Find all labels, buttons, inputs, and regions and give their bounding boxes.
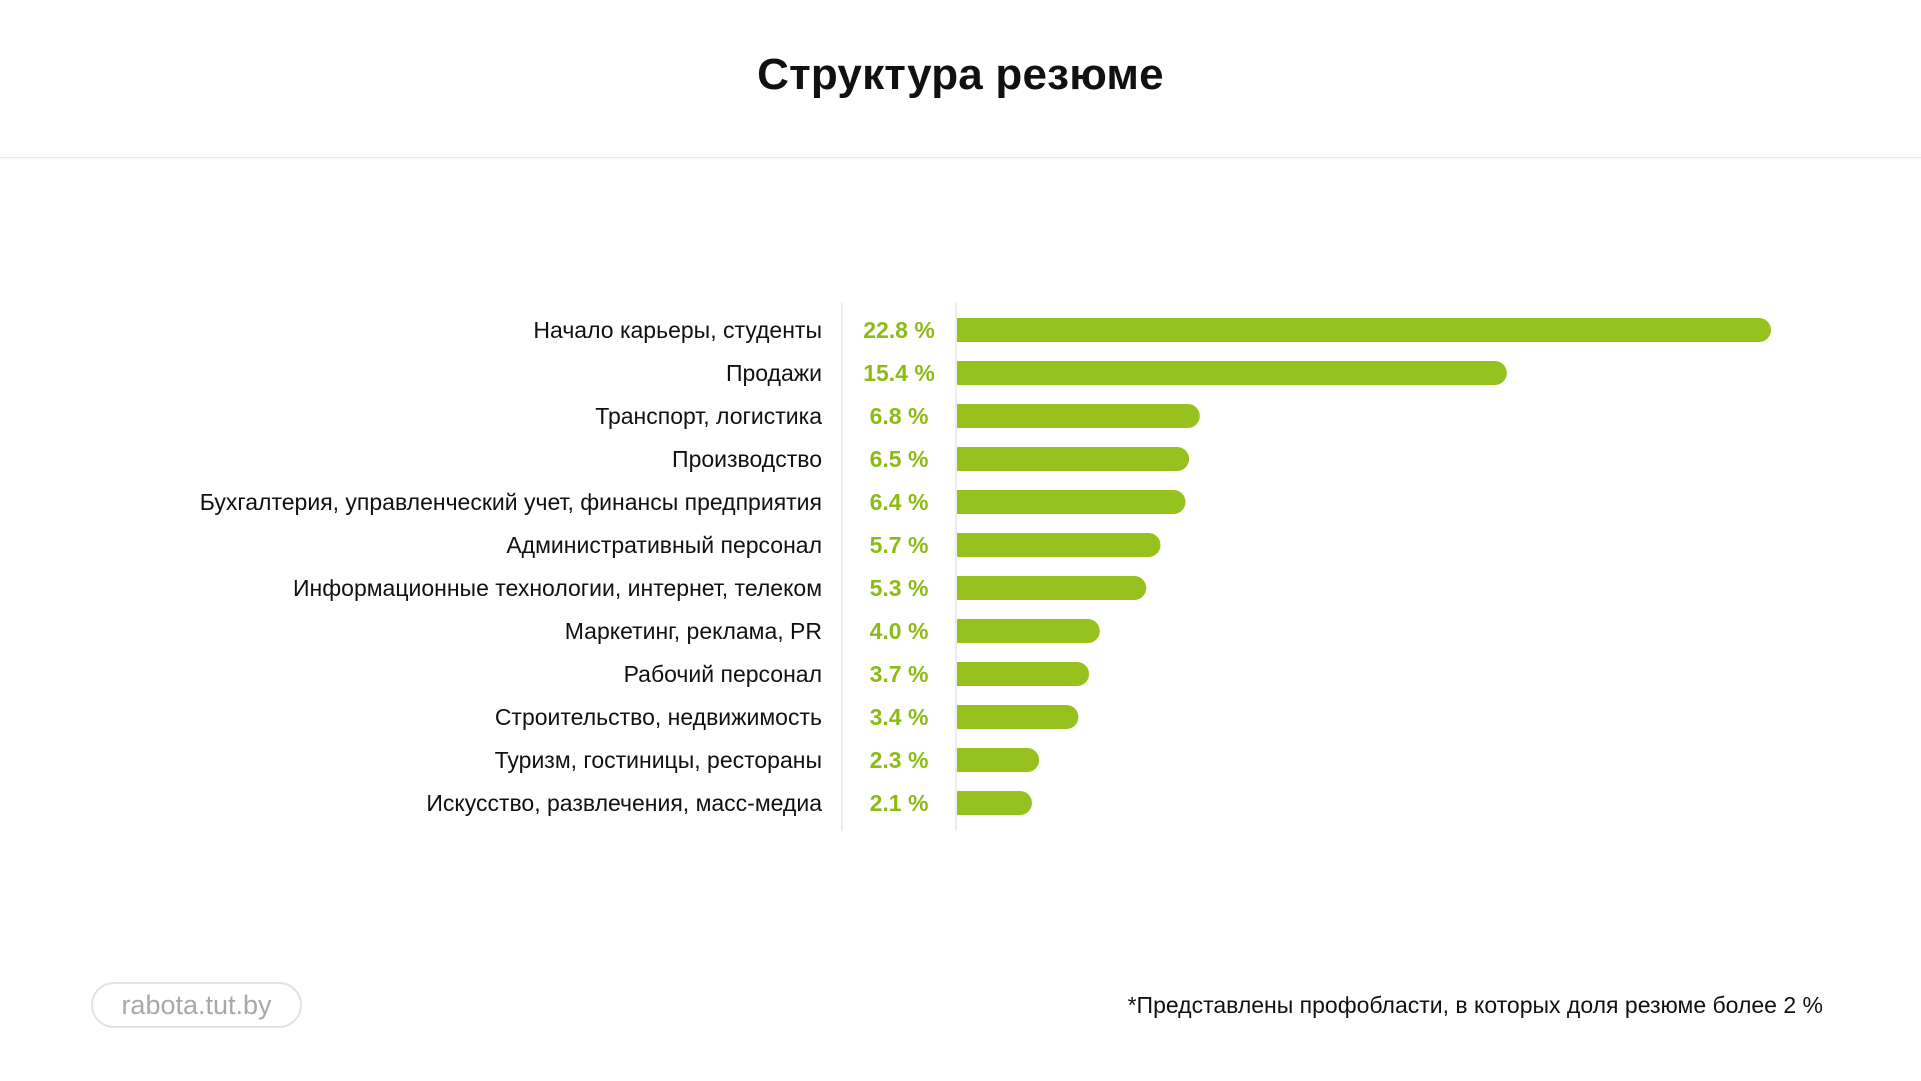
- bar: [957, 533, 1161, 557]
- value-label: 6.8 %: [870, 403, 929, 429]
- bar: [957, 361, 1507, 385]
- bar-left-cap: [957, 576, 981, 600]
- bar: [957, 576, 1147, 600]
- chart-title: Структура резюме: [757, 50, 1164, 99]
- bar-left-cap: [957, 619, 981, 643]
- category-label: Административный персонал: [506, 532, 822, 558]
- bar: [957, 404, 1200, 428]
- footnote: *Представлены профобласти, в которых дол…: [1127, 992, 1823, 1018]
- category-label: Рабочий персонал: [624, 661, 822, 687]
- bar: [957, 490, 1186, 514]
- value-label: 2.3 %: [870, 747, 929, 773]
- category-label: Информационные технологии, интернет, тел…: [293, 575, 822, 601]
- category-label: Маркетинг, реклама, PR: [565, 618, 822, 644]
- bar-left-cap: [957, 490, 981, 514]
- brand-logo-link[interactable]: rabota.tut.by: [91, 982, 302, 1028]
- value-label: 2.1 %: [870, 790, 929, 816]
- bar: [957, 705, 1079, 729]
- value-label: 4.0 %: [870, 618, 929, 644]
- value-label: 3.7 %: [870, 661, 929, 687]
- category-label: Продажи: [726, 360, 822, 386]
- category-label: Бухгалтерия, управленческий учет, финанс…: [200, 489, 822, 515]
- bar: [957, 318, 1771, 342]
- bar-left-cap: [957, 705, 981, 729]
- bar-chart: Начало карьеры, студенты 22.8 % Продажи 15.…: [200, 302, 1771, 831]
- bar-left-cap: [957, 791, 981, 815]
- value-label: 6.4 %: [870, 489, 929, 515]
- bar-left-cap: [957, 361, 981, 385]
- category-label: Начало карьеры, студенты: [533, 317, 822, 343]
- bar-left-cap: [957, 318, 981, 342]
- value-label: 22.8 %: [863, 317, 935, 343]
- category-label: Производство: [672, 446, 822, 472]
- value-label: 5.7 %: [870, 532, 929, 558]
- bar-left-cap: [957, 533, 981, 557]
- bar-left-cap: [957, 662, 981, 686]
- value-label: 15.4 %: [863, 360, 935, 386]
- category-label: Строительство, недвижимость: [495, 704, 822, 730]
- bar-left-cap: [957, 447, 981, 471]
- header-divider: [0, 157, 1921, 158]
- bar-left-cap: [957, 748, 981, 772]
- value-label: 3.4 %: [870, 704, 929, 730]
- bar: [957, 662, 1090, 686]
- bar: [957, 619, 1100, 643]
- category-label: Туризм, гостиницы, рестораны: [495, 747, 822, 773]
- category-label: Транспорт, логистика: [595, 403, 822, 429]
- bar-left-cap: [957, 404, 981, 428]
- category-label: Искусство, развлечения, масс-медиа: [426, 790, 822, 816]
- value-label: 5.3 %: [870, 575, 929, 601]
- bar: [957, 447, 1190, 471]
- value-label: 6.5 %: [870, 446, 929, 472]
